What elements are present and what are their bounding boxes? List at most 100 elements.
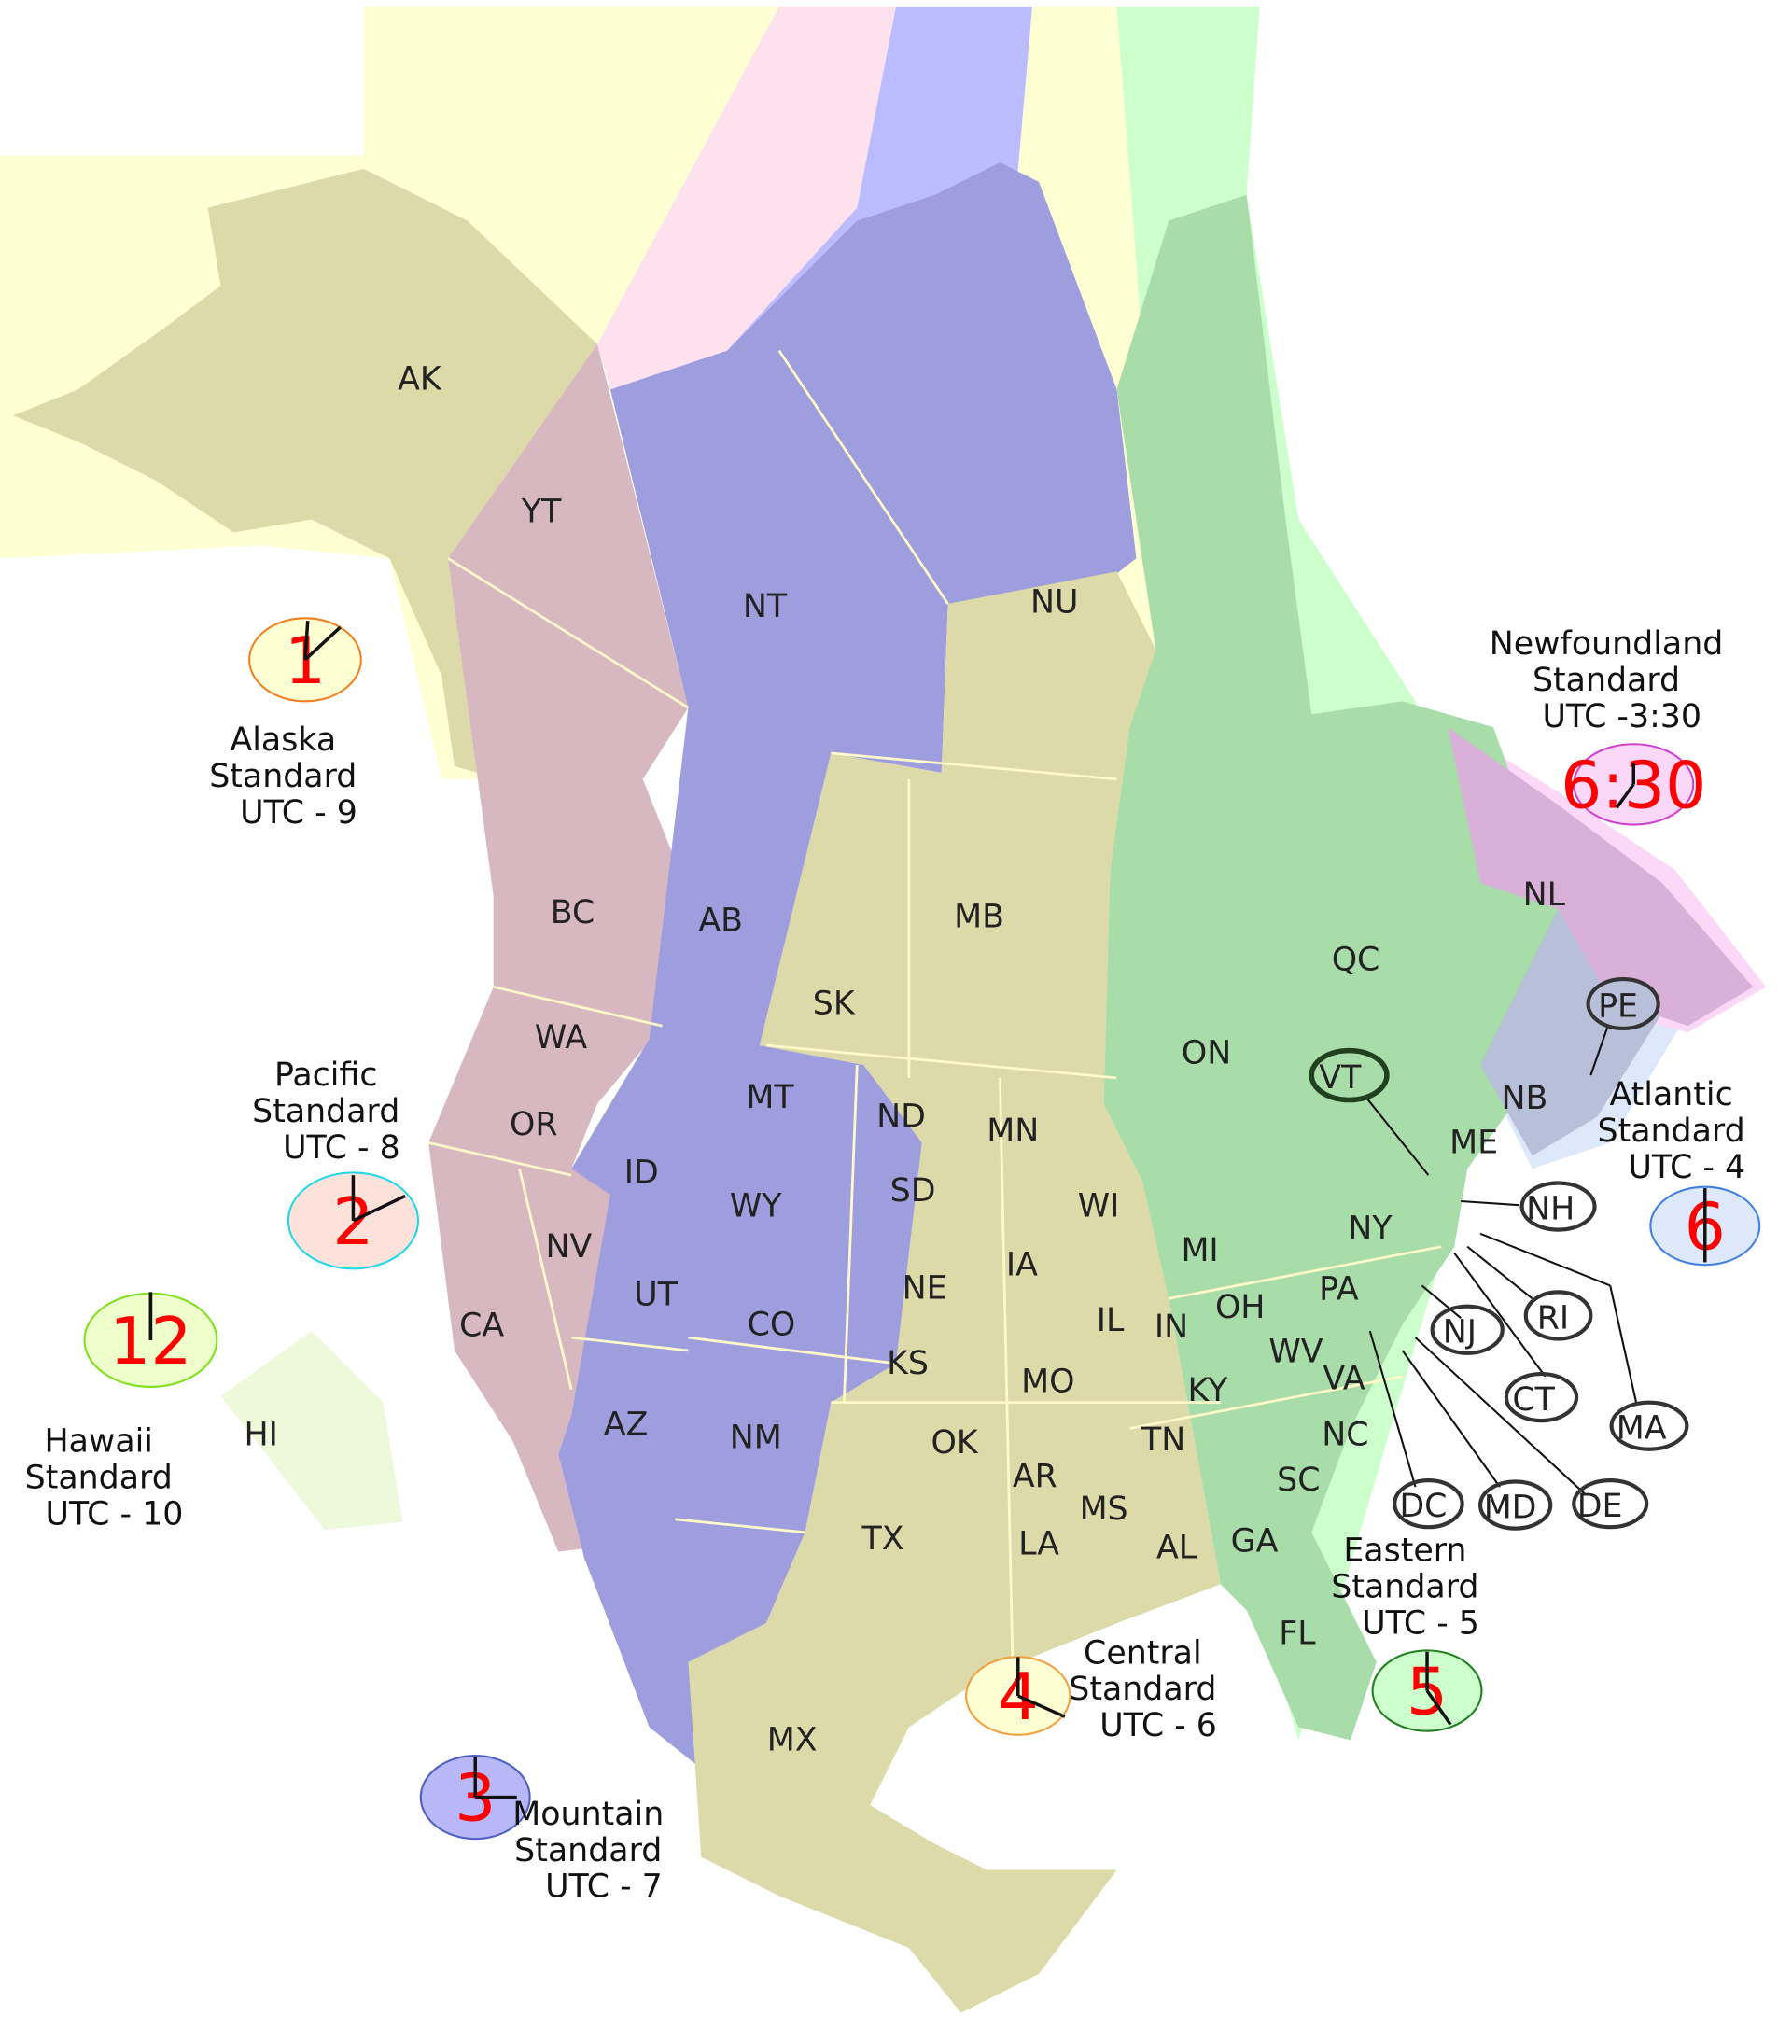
central-clock: 4: [965, 1656, 1071, 1736]
region-label: MS: [1080, 1491, 1128, 1528]
mountain-land: [558, 161, 1137, 1780]
region-label: WI: [1078, 1188, 1120, 1225]
pacific-land: [428, 343, 695, 1552]
clock-hand: [303, 625, 342, 662]
zone-label-line: UTC - 8: [283, 1129, 400, 1167]
region-label: IA: [1006, 1246, 1038, 1283]
region-label: SD: [890, 1172, 936, 1210]
svg-text:NJ: NJ: [1443, 1314, 1477, 1351]
clock-hand: [1425, 1689, 1452, 1726]
region-label: NV: [545, 1228, 592, 1266]
region-label: AK: [398, 360, 442, 398]
region-label: NY: [1348, 1210, 1393, 1247]
region-label: MO: [1021, 1364, 1074, 1401]
newfoundland-land: [1448, 727, 1754, 1027]
callout-md: MD: [1478, 1479, 1553, 1531]
svg-text:DC: DC: [1399, 1488, 1447, 1525]
zone-label-line: Atlantic: [1609, 1076, 1732, 1113]
region-label: TX: [861, 1520, 904, 1558]
zone-label-line: Standard: [514, 1832, 662, 1869]
region-label: NL: [1523, 876, 1566, 914]
leader-line: [1453, 1253, 1547, 1378]
leader-line: [1414, 1337, 1586, 1494]
region-label: MB: [954, 898, 1004, 935]
hawaii-clock: 12: [83, 1292, 218, 1388]
alaska-clock: 1: [248, 617, 362, 703]
leader-line: [1479, 1232, 1611, 1287]
zone-label-line: Standard: [1069, 1671, 1216, 1708]
leader-line: [1589, 1018, 1612, 1076]
region-label: AZ: [604, 1406, 649, 1443]
region-label: NM: [730, 1419, 782, 1456]
region-label: MT: [746, 1079, 794, 1116]
callout-ct: CT: [1504, 1371, 1579, 1423]
region-label: GA: [1231, 1523, 1279, 1561]
clock-hand: [1615, 783, 1635, 809]
region-label: OR: [510, 1106, 558, 1143]
callout-de: DE: [1572, 1478, 1649, 1530]
eastern-land: [1103, 194, 1598, 1741]
region-label: BC: [551, 894, 595, 931]
region-label: OH: [1215, 1289, 1266, 1326]
atlantic-clock: 6: [1649, 1185, 1761, 1267]
leader-line: [1461, 1199, 1519, 1207]
region-label: NT: [743, 588, 788, 625]
svg-text:MD: MD: [1484, 1489, 1537, 1526]
region-label: WY: [730, 1188, 782, 1225]
region-label: NB: [1501, 1080, 1547, 1117]
zone-label-line: Newfoundland: [1490, 625, 1724, 663]
zone-label-line: Standard: [1598, 1113, 1745, 1150]
svg-text:CT: CT: [1512, 1381, 1555, 1419]
svg-text:RI: RI: [1537, 1299, 1569, 1337]
region-label: ID: [624, 1155, 659, 1192]
clock-hand: [303, 620, 310, 660]
region-label: SC: [1277, 1462, 1320, 1499]
zone-label-line: Central: [1084, 1634, 1202, 1672]
clock-face: [248, 617, 362, 703]
svg-text:NH: NH: [1526, 1190, 1575, 1227]
region-label: KS: [887, 1345, 929, 1382]
clock-hand: [1017, 1694, 1066, 1718]
region-label: NU: [1030, 584, 1078, 622]
callouts: VT PE NH RI NJ CT MA DC MD DE: [1309, 977, 1689, 1531]
region-borders: [427, 349, 1442, 1675]
region-label: ON: [1182, 1035, 1231, 1072]
region-label: CA: [459, 1308, 504, 1345]
leader-line: [1368, 1330, 1417, 1488]
newfoundland-clock: 6:30: [1561, 743, 1706, 826]
zone-label-line: UTC - 6: [1099, 1707, 1217, 1744]
region-label: WA: [535, 1019, 587, 1057]
region-label: ND: [876, 1099, 926, 1136]
region-label: ME: [1449, 1125, 1498, 1162]
region-label: NC: [1322, 1417, 1368, 1454]
clock-hand: [352, 1194, 406, 1223]
zone-label-line: UTC -3:30: [1542, 698, 1701, 735]
region-label: AB: [698, 903, 743, 940]
hawaii-zone-bg: [220, 1331, 403, 1530]
region-label: TN: [1141, 1421, 1185, 1459]
zone-label-line: Standard: [1533, 662, 1680, 699]
central-land: [688, 571, 1221, 2013]
region-label: NE: [903, 1269, 947, 1307]
region-label: UT: [634, 1276, 678, 1313]
region-label: IL: [1097, 1302, 1125, 1339]
region-label: OK: [931, 1424, 979, 1462]
callout-ma: MA: [1609, 1400, 1689, 1451]
callout-ri: RI: [1523, 1290, 1593, 1341]
zone-label-line: Standard: [25, 1459, 173, 1496]
zone-label-line: UTC - 4: [1628, 1149, 1745, 1186]
callout-dc: DC: [1393, 1478, 1464, 1530]
leader-line: [1466, 1245, 1533, 1300]
zone-label-line: Standard: [252, 1093, 399, 1130]
zone-label-line: Mountain: [512, 1796, 664, 1833]
zone-label-line: Eastern: [1343, 1532, 1466, 1569]
region-label: PA: [1319, 1271, 1359, 1309]
zone-label-line: UTC - 5: [1362, 1604, 1479, 1642]
